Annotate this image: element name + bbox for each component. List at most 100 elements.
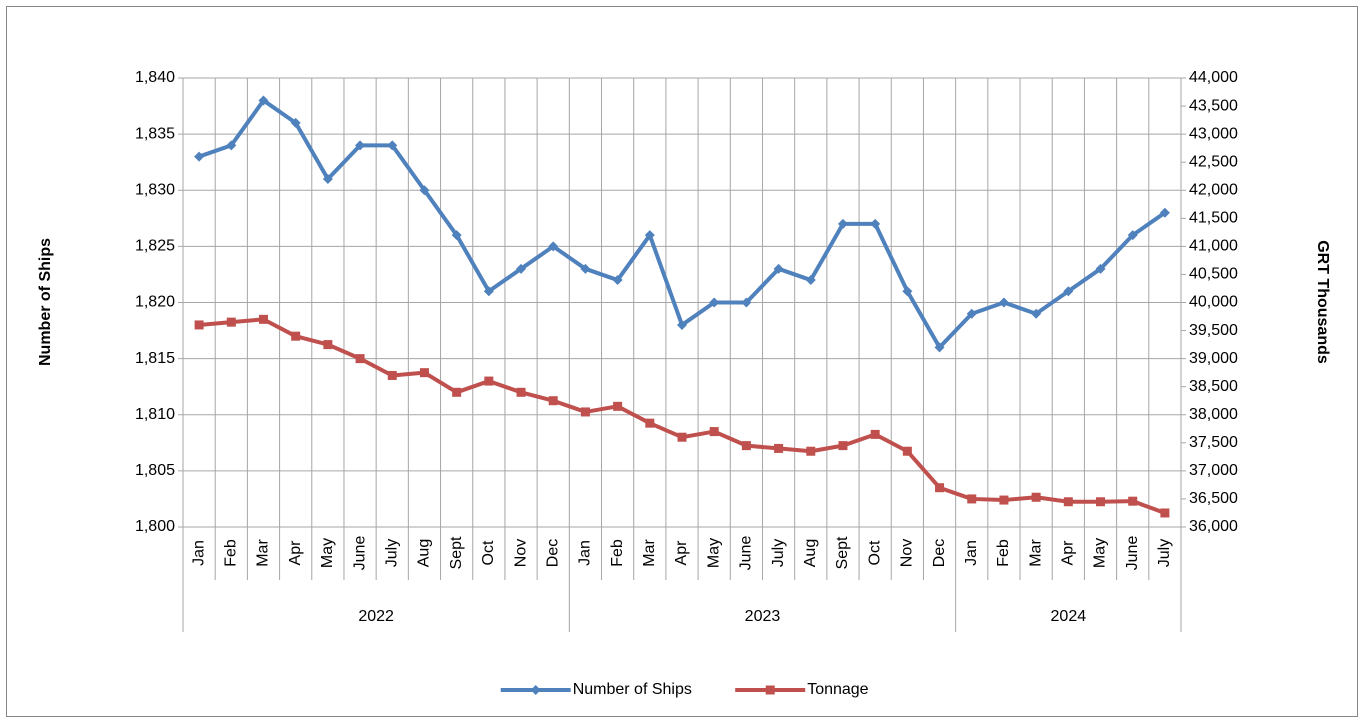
marker [530, 685, 541, 695]
marker [1159, 207, 1170, 218]
marker [613, 401, 623, 411]
marker [1095, 263, 1106, 274]
y-tick-label: 1,815 [135, 350, 175, 367]
x-tick-label: Sept [448, 536, 465, 569]
x-tick-label: Dec [931, 539, 948, 567]
x-tick-label: Oct [480, 540, 497, 565]
x-tick-label: June [738, 536, 755, 571]
y-tick-label: 1,840 [135, 69, 175, 86]
marker [1128, 496, 1138, 506]
marker [935, 483, 945, 493]
marker [516, 387, 526, 397]
marker [258, 95, 269, 106]
marker [967, 494, 977, 504]
x-tick-label: Dec [544, 539, 561, 567]
x-tick-label: Mar [1027, 539, 1044, 567]
marker [580, 407, 590, 417]
marker [290, 117, 301, 128]
marker [806, 446, 816, 456]
marker [837, 218, 848, 229]
marker [194, 320, 204, 330]
marker [870, 429, 880, 439]
marker [355, 354, 365, 364]
legend-item: Number of Ships [500, 681, 692, 698]
marker [1127, 230, 1138, 241]
y2-axis-title: GRT Thousands [1314, 240, 1331, 364]
x-tick-label: Jan [577, 540, 594, 566]
x-tick-label: July [1156, 539, 1173, 567]
y-tick-label: 1,810 [135, 406, 175, 423]
marker [387, 370, 397, 380]
x-tick-label: Apr [287, 540, 304, 566]
x-tick-label: May [705, 538, 722, 568]
y-axis-title: Number of Ships [37, 238, 54, 366]
marker [998, 297, 1009, 308]
x-tick-label: May [1092, 538, 1109, 568]
y2-tick-label: 43,000 [1189, 125, 1238, 142]
y2-tick-label: 40,000 [1189, 294, 1238, 311]
x-group-label: 2024 [1051, 608, 1087, 625]
x-tick-label: Mar [641, 539, 658, 567]
marker [322, 174, 333, 185]
marker [1031, 308, 1042, 319]
y-tick-label: 1,800 [135, 518, 175, 535]
marker [677, 319, 687, 330]
y2-tick-label: 39,500 [1189, 322, 1238, 339]
marker [484, 376, 494, 386]
legend-label: Tonnage [807, 681, 868, 698]
marker [226, 317, 236, 327]
marker [548, 396, 558, 406]
y2-tick-label: 42,000 [1189, 181, 1238, 198]
x-tick-label: Apr [1060, 540, 1077, 566]
marker [612, 275, 623, 286]
x-tick-label: Oct [866, 540, 883, 565]
y-tick-label: 1,805 [135, 462, 175, 479]
marker [805, 275, 816, 286]
y2-tick-label: 42,500 [1189, 153, 1238, 170]
marker [741, 297, 752, 308]
y2-tick-label: 38,000 [1189, 406, 1238, 423]
marker [966, 308, 977, 319]
marker [1160, 508, 1170, 518]
x-tick-label: May [319, 538, 336, 568]
y2-tick-label: 43,500 [1189, 97, 1238, 114]
x-tick-label: July [383, 539, 400, 567]
marker [451, 230, 462, 241]
marker [644, 230, 655, 241]
x-tick-label: Feb [609, 539, 626, 567]
chart-border [6, 6, 1358, 717]
marker [934, 342, 945, 353]
marker [323, 340, 333, 350]
marker [194, 151, 205, 162]
marker [741, 441, 751, 451]
marker [291, 331, 301, 341]
x-group-label: 2023 [745, 608, 781, 625]
marker [1031, 492, 1041, 502]
y2-tick-label: 36,500 [1189, 490, 1238, 507]
y2-tick-label: 39,000 [1189, 350, 1238, 367]
marker [773, 263, 784, 274]
marker [452, 387, 462, 397]
x-tick-label: Apr [673, 540, 690, 566]
y-tick-label: 1,835 [135, 125, 175, 142]
marker [774, 443, 784, 453]
x-tick-label: Feb [995, 539, 1012, 567]
marker [838, 441, 848, 451]
x-tick-label: June [351, 536, 368, 571]
y2-tick-label: 44,000 [1189, 69, 1238, 86]
y2-tick-label: 37,500 [1189, 434, 1238, 451]
x-tick-label: Jan [190, 540, 207, 566]
y2-tick-label: 36,000 [1189, 518, 1238, 535]
marker [226, 140, 237, 151]
x-tick-label: Mar [255, 539, 272, 567]
x-tick-label: Jan [963, 540, 980, 566]
marker [1096, 497, 1106, 507]
x-tick-label: Sept [834, 536, 851, 569]
marker [419, 368, 429, 378]
y2-tick-label: 38,500 [1189, 378, 1238, 395]
marker [355, 140, 366, 151]
y2-tick-label: 37,000 [1189, 462, 1238, 479]
x-group-label: 2022 [358, 608, 394, 625]
x-tick-label: Nov [899, 539, 916, 567]
